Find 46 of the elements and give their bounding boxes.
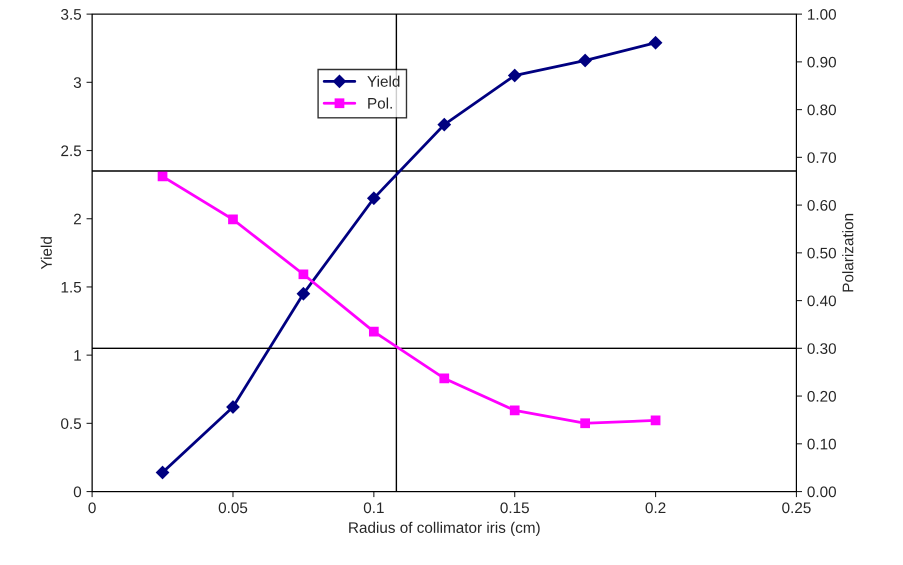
legend-label: Yield (367, 76, 400, 87)
x-axis-title: Radius of collimator iris (cm) (349, 522, 540, 536)
point (648, 36, 662, 50)
y2-tick-label: 0.70 (807, 152, 836, 164)
point (226, 400, 240, 414)
y2-tick-label: 0.30 (807, 343, 836, 354)
point (580, 418, 590, 428)
point (578, 54, 592, 68)
y-tick-label: 1 (74, 350, 81, 361)
point (156, 466, 170, 480)
y2-tick-label: 0.10 (807, 438, 836, 450)
point (158, 172, 168, 182)
y2-tick-label: 0.20 (807, 390, 836, 402)
y2-tick-label: 0.60 (807, 200, 836, 211)
point (296, 287, 310, 300)
x-tick-label: 0.15 (500, 502, 529, 514)
point (508, 68, 522, 82)
x-tick-label: 0.05 (218, 502, 248, 514)
y2-tick-label: 1.00 (808, 8, 836, 20)
y2-tick-label: 0.50 (807, 248, 836, 259)
y-tick-label: 2.5 (61, 145, 82, 156)
x-tick-label: 0.1 (364, 502, 384, 514)
x-tick-label: 0 (88, 502, 96, 514)
point (650, 416, 660, 426)
y-tick-label: 0.5 (61, 418, 82, 430)
y-tick-label: 3.5 (61, 8, 82, 20)
y-tick-label: 1.5 (62, 282, 82, 293)
point (438, 118, 451, 132)
y-tick-label: 0 (74, 486, 82, 498)
y2-axis-title: Polarization (842, 214, 854, 292)
y2-tick-label: 0.00 (807, 486, 836, 498)
point (298, 269, 308, 280)
point (439, 374, 450, 384)
y2-tick-label: 0.80 (807, 104, 836, 116)
legend-label: Pol. (368, 98, 392, 109)
point (367, 192, 380, 205)
point (368, 326, 379, 336)
y-tick-label: 3 (74, 77, 82, 88)
point (510, 406, 520, 416)
x-tick-label: 0.2 (646, 502, 666, 514)
y2-tick-label: 0.90 (807, 56, 836, 68)
point (228, 214, 238, 224)
y2-tick-label: 0.40 (807, 295, 836, 306)
x-tick-label: 0.25 (782, 502, 811, 514)
y-tick-label: 2 (74, 214, 81, 224)
y-axis-title: Yield (40, 237, 52, 270)
